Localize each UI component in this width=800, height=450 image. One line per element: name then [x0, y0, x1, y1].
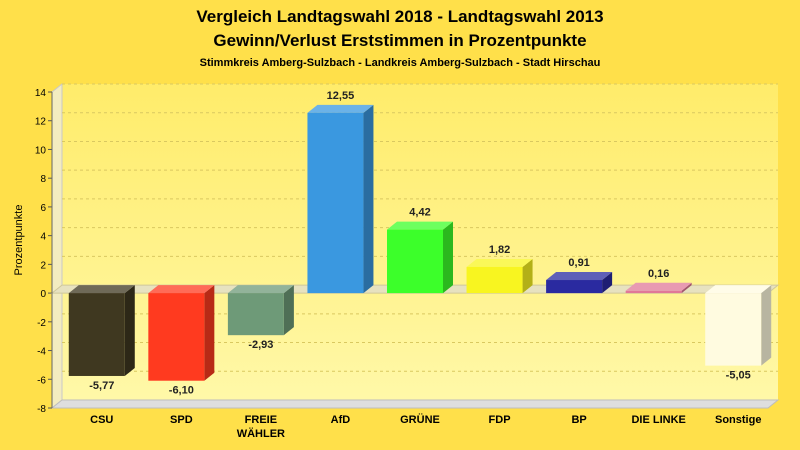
x-tick-label: Sonstige	[715, 414, 761, 426]
bar	[387, 229, 443, 294]
bar	[148, 293, 205, 381]
bar	[307, 112, 364, 294]
bar-top	[307, 104, 374, 113]
bar-value-label: 4,42	[409, 207, 430, 219]
bar	[546, 280, 603, 294]
bar-side	[522, 258, 533, 294]
bar-side	[124, 285, 135, 376]
bar-2	[227, 285, 294, 336]
bar-side	[363, 104, 374, 294]
bar-7	[625, 282, 692, 294]
bar-side	[204, 285, 215, 381]
bar-value-label: -2,93	[248, 339, 273, 351]
bar-side	[602, 272, 613, 294]
y-tick-label: 6	[40, 203, 46, 214]
x-tick-label: SPD	[170, 414, 193, 426]
y-tick-label: -2	[37, 318, 46, 329]
bar-top	[546, 272, 613, 281]
plot-floor	[50, 399, 780, 409]
x-tick-label: FREIE	[245, 414, 277, 426]
x-tick-label: WÄHLER	[237, 427, 285, 440]
bar-value-label: 0,16	[648, 268, 669, 280]
y-tick-label: 2	[40, 260, 46, 271]
bar-value-label: 12,55	[327, 90, 355, 102]
bar-6	[546, 272, 613, 294]
bar-4	[387, 221, 453, 294]
bar-value-label: -5,05	[726, 370, 751, 382]
x-tick-label: BP	[571, 414, 586, 426]
bar-top	[466, 258, 533, 267]
x-tick-label: CSU	[90, 414, 113, 426]
bar-top	[68, 285, 135, 294]
bar-1	[148, 285, 215, 381]
y-tick-label: -8	[37, 404, 46, 415]
bar-top	[227, 285, 294, 294]
bar-top	[387, 221, 453, 230]
bar-5	[466, 258, 533, 294]
bar-value-label: 0,91	[568, 257, 589, 269]
bar-0	[68, 285, 135, 376]
y-tick-label: 10	[35, 145, 47, 156]
bar-value-label: 1,82	[489, 244, 510, 256]
bar-top	[625, 282, 692, 291]
y-tick-label: -6	[37, 375, 46, 386]
bar	[705, 293, 762, 366]
bar-side	[283, 285, 294, 336]
y-tick-label: 12	[35, 117, 47, 128]
bar-top	[148, 285, 215, 294]
bar-value-label: -6,10	[169, 385, 194, 397]
y-tick-label: -4	[37, 347, 46, 358]
y-axis-label: Prozentpunkte	[13, 205, 25, 276]
bar-value-label: -5,77	[89, 380, 114, 392]
chart-subtitle: Gewinn/Verlust Erststimmen in Prozentpun…	[213, 31, 586, 50]
bar-side	[761, 285, 772, 366]
bar-side	[443, 221, 453, 294]
bar-8	[705, 285, 772, 366]
plot-side-wall	[51, 82, 63, 410]
y-tick-label: 4	[40, 232, 46, 243]
y-tick-label: 0	[40, 289, 46, 300]
x-tick-label: FDP	[489, 414, 511, 426]
bar-side	[681, 282, 692, 294]
bar	[466, 266, 523, 294]
y-tick-label: 14	[35, 88, 47, 99]
chart-title: Vergleich Landtagswahl 2018 - Landtagswa…	[196, 7, 603, 26]
y-tick-label: 8	[40, 174, 46, 185]
chart-caption: Stimmkreis Amberg-Sulzbach - Landkreis A…	[200, 57, 601, 69]
bar-3	[307, 104, 374, 294]
bar	[68, 293, 125, 376]
bar-top	[705, 285, 772, 294]
x-tick-label: AfD	[331, 414, 351, 426]
x-tick-label: DIE LINKE	[631, 414, 685, 426]
bar	[227, 293, 284, 336]
bar	[625, 290, 682, 294]
x-tick-label: GRÜNE	[400, 413, 440, 426]
